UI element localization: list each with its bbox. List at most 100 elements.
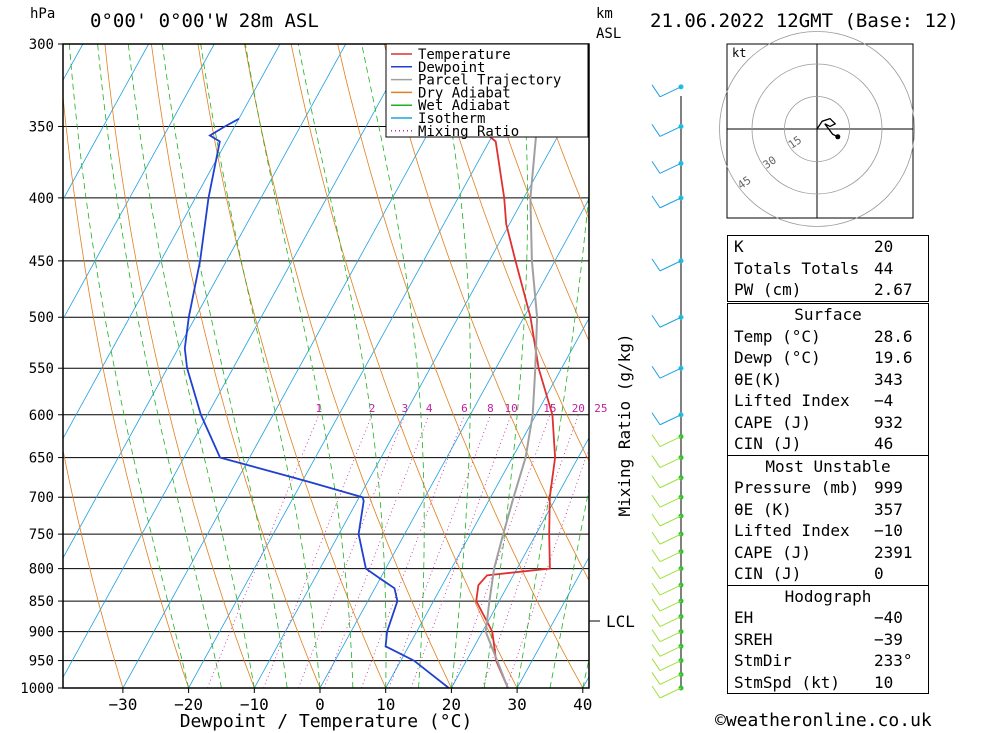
wind-barb-flag (651, 685, 661, 699)
surface-thetae-row: θE(K) 343 (728, 369, 928, 391)
legend-item: Wet Adiabat (418, 98, 511, 114)
hodograph-ring (784, 96, 850, 162)
wind-barb-flag (651, 455, 661, 468)
surface-cin-value: 46 (874, 434, 894, 453)
x-tick-label: 10 (376, 695, 395, 714)
sreh-row: SREH −39 (728, 629, 928, 651)
mu-pressure-row: Pressure (mb) 999 (728, 477, 928, 499)
y-tick-label: 550 (29, 361, 54, 377)
y-tick-label: 1000 (20, 681, 54, 697)
wind-barb-flag (651, 629, 661, 642)
isotherm-line (63, 44, 215, 320)
wind-barb-staff (659, 584, 682, 596)
eh-row: EH −40 (728, 607, 928, 629)
legend-item: Dry Adiabat (418, 85, 511, 101)
wind-barb-flag (651, 531, 661, 545)
y-tick-label: 450 (29, 254, 54, 270)
wet-adiabat-line (297, 44, 387, 688)
mixing-ratio-label: 25 (594, 402, 607, 415)
x-tick-label: 40 (573, 695, 592, 714)
wind-barb-flag (651, 614, 661, 627)
wind-barb-flag (651, 258, 661, 272)
wind-barb-staff (659, 496, 682, 508)
dewpoint-line (183, 118, 450, 688)
y-tick-label: 850 (29, 594, 54, 610)
dry-adiabat-line (337, 44, 584, 688)
temperature-line (475, 78, 557, 688)
wind-barb-staff (659, 687, 682, 699)
mixing-ratio-label: 4 (426, 402, 433, 415)
dry-adiabat-line (244, 44, 452, 688)
wind-barb-staff (659, 457, 682, 469)
wind-barb-flag (651, 365, 661, 379)
k-row: K 20 (728, 236, 928, 258)
wind-barb-flag (651, 598, 661, 612)
y-tick-label: 400 (29, 191, 54, 207)
y-tick-label: 350 (29, 119, 54, 135)
surface-thetae-value: 343 (874, 369, 903, 389)
mu-thetae-value: 357 (874, 499, 903, 519)
isotherm-line (319, 198, 589, 688)
wind-barb-flag (651, 644, 661, 657)
dry-adiabat-line (476, 44, 589, 343)
mixing-ratio-line (298, 414, 406, 688)
wet-adiabat-line (436, 44, 471, 688)
stmspd-row: StmSpd (kt) 10 (728, 672, 928, 694)
wet-adiabat-line (361, 44, 425, 688)
mixing-ratio-label: 15 (543, 402, 556, 415)
y-tick-label: 750 (29, 527, 54, 543)
wind-barb-staff (659, 86, 682, 98)
plot-frame (62, 43, 590, 689)
wind-barb-flag (651, 494, 661, 508)
wind-barb-staff (659, 477, 682, 489)
surface-li-label: Lifted Index (734, 391, 850, 410)
surface-cin-label: CIN (J) (734, 434, 802, 453)
wet-adiabat-line (161, 44, 288, 688)
legend-item: Mixing Ratio (418, 124, 519, 140)
wind-barb-staff (659, 600, 682, 612)
sreh-label: SREH (734, 629, 773, 649)
y-tick-label: 900 (29, 625, 54, 641)
wind-barb-flag (651, 582, 661, 596)
hodo-stats-title: Hodograph (728, 584, 928, 608)
datetime-title: 21.06.2022 12GMT (Base: 12) (650, 10, 959, 32)
wind-barb-flag (651, 566, 661, 579)
surface-li-row: Lifted Index −4 (728, 390, 928, 412)
wind-barb-staff (659, 660, 682, 672)
wet-adiabat-line (127, 44, 255, 688)
x-axis-label: Dewpoint / Temperature (°C) (180, 711, 473, 732)
tt-label: Totals Totals (734, 258, 860, 278)
pressure-unit-label: hPa (30, 6, 56, 22)
y-tick-label: 500 (29, 310, 54, 326)
pw-label: PW (cm) (734, 280, 802, 299)
credit-link[interactable]: ©weatheronline.co.uk (715, 710, 932, 731)
surface-temp-label: Temp (°C) (734, 326, 821, 346)
y-tick-label: 800 (29, 562, 54, 578)
hodograph-ring-label: 45 (735, 174, 753, 192)
mu-cin-label: CIN (J) (734, 564, 802, 583)
mu-cape-value: 2391 (874, 542, 913, 562)
surface-table: Surface Temp (°C) 28.6 Dewp (°C) 19.6 θE(K… (727, 303, 929, 694)
wind-barb-flag (651, 314, 661, 328)
wind-barb-flag (651, 412, 661, 426)
stmdir-row: StmDir 233° (728, 650, 928, 672)
x-tick-label: 30 (507, 695, 526, 714)
mixing-ratio-label: 1 (316, 402, 323, 415)
wind-barb-flag (651, 434, 661, 447)
surface-cape-row: CAPE (J) 932 (728, 412, 928, 434)
x-tick-label: −20 (174, 695, 203, 714)
surface-dewp-row: Dewp (°C) 19.6 (728, 347, 928, 369)
mixing-ratio-line (323, 414, 430, 688)
y-tick-label: 600 (29, 408, 54, 424)
surface-cin-row: CIN (J) 46 (728, 433, 928, 455)
x-tick-label: 20 (442, 695, 461, 714)
eh-value: −40 (874, 608, 903, 627)
mu-cape-label: CAPE (J) (734, 542, 812, 562)
y-tick-label: 950 (29, 654, 54, 670)
asl-label: ASL (596, 26, 622, 42)
wind-barb-staff (659, 162, 682, 174)
